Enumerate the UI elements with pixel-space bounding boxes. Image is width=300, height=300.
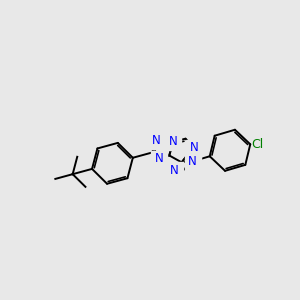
Text: N: N bbox=[152, 134, 161, 147]
Text: N: N bbox=[190, 141, 198, 154]
Text: N: N bbox=[155, 152, 164, 165]
Text: Cl: Cl bbox=[251, 138, 264, 151]
Text: N: N bbox=[169, 135, 178, 148]
Text: N: N bbox=[188, 155, 197, 168]
Text: N: N bbox=[170, 164, 179, 177]
